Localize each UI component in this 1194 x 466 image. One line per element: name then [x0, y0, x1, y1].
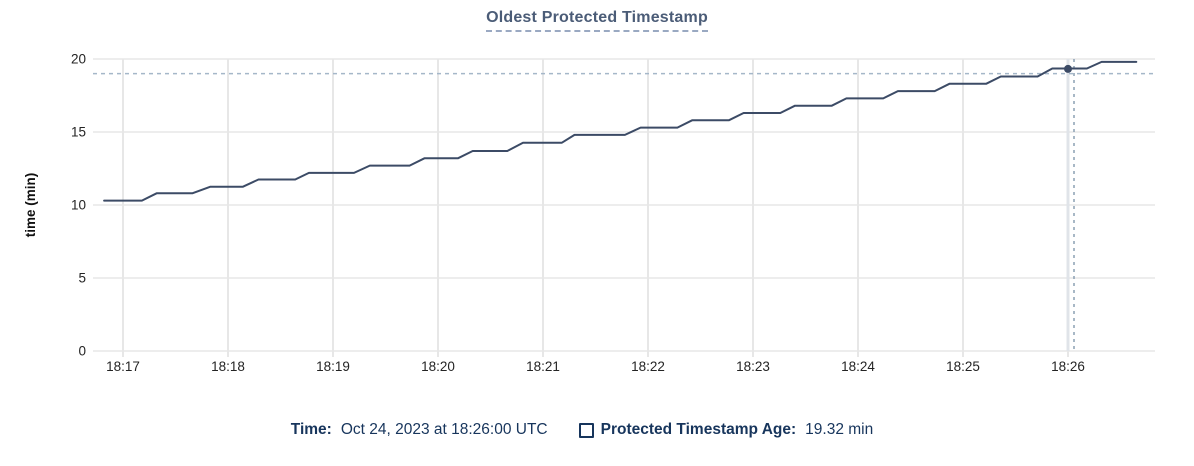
series-checkbox-icon[interactable] [578, 422, 594, 438]
x-tick-label: 18:21 [526, 359, 560, 374]
legend-series-label: Protected Timestamp Age: [600, 421, 797, 438]
legend-series-group: Protected Timestamp Age: 19.32 min [578, 421, 874, 439]
chart-canvas[interactable]: 0 5 10 15 20 18:17 18:18 18:19 18:20 18:21 18:22 18… [0, 0, 1194, 410]
y-tick-label: 15 [71, 125, 86, 140]
x-tick-label: 18:22 [631, 359, 665, 374]
legend-time-label: Time: [290, 421, 332, 438]
y-tick-label: 5 [78, 271, 86, 286]
x-tick-label: 18:25 [946, 359, 980, 374]
x-tick-label: 18:19 [316, 359, 350, 374]
legend-time-value: Oct 24, 2023 at 18:26:00 UTC [340, 421, 548, 438]
x-tick-label: 18:24 [841, 359, 875, 374]
x-tick-label: 18:17 [106, 359, 140, 374]
x-tick-label: 18:26 [1051, 359, 1085, 374]
legend-time-group: Time: Oct 24, 2023 at 18:26:00 UTC [291, 421, 548, 439]
legend-series-value: 19.32 min [805, 421, 874, 438]
y-axis-title: time (min) [23, 172, 38, 238]
y-tick-label: 10 [71, 198, 86, 213]
hover-dot [1064, 64, 1072, 73]
y-tick-label: 20 [71, 52, 86, 67]
x-tick-label: 18:20 [421, 359, 455, 374]
title-row: Oldest Protected Timestamp [0, 9, 1194, 32]
chart-title[interactable]: Oldest Protected Timestamp [486, 9, 708, 32]
x-tick-label: 18:23 [736, 359, 770, 374]
chart-legend: Time: Oct 24, 2023 at 18:26:00 UTC Prote… [0, 421, 1164, 439]
series-line [103, 60, 1138, 202]
x-tick-label: 18:18 [211, 359, 245, 374]
y-tick-label: 0 [78, 344, 86, 359]
